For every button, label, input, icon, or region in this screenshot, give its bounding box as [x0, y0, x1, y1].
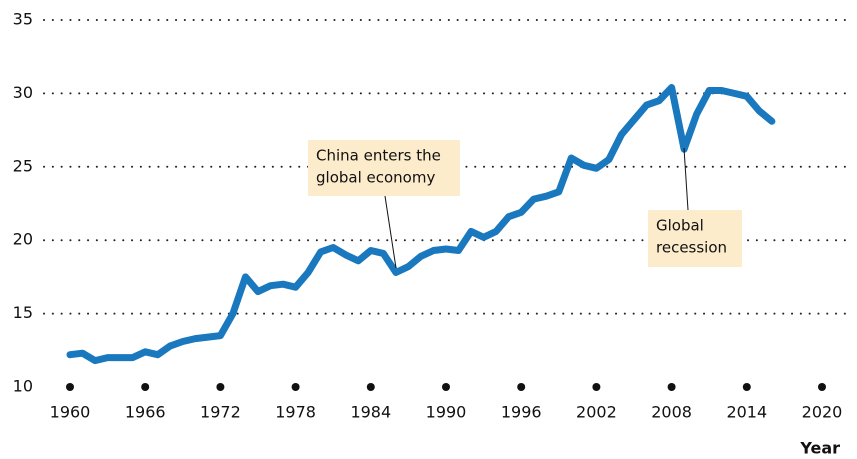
x-tick-label: 1966	[125, 403, 166, 422]
y-tick-label: 10	[13, 377, 33, 396]
x-tick-label: 1972	[200, 403, 241, 422]
x-tick-mark	[592, 383, 601, 391]
x-tick-mark	[818, 383, 826, 391]
x-tick-mark	[66, 383, 74, 391]
x-tick-mark	[742, 383, 751, 391]
y-tick-label: 20	[13, 230, 33, 249]
x-tick-label: 2008	[651, 403, 692, 422]
x-tick-mark	[667, 383, 676, 391]
x-tick-label: 1984	[350, 403, 391, 422]
x-tick-label: 2020	[802, 403, 843, 422]
annotation: China enters the global economy	[308, 140, 460, 269]
annotation-leader	[384, 195, 397, 269]
x-tick-label: 1996	[501, 403, 542, 422]
x-axis-label: Year	[799, 439, 840, 458]
y-tick-label: 15	[13, 303, 33, 322]
annotation-leader	[683, 147, 689, 211]
annotation-box	[648, 210, 742, 267]
x-tick-label: 2014	[726, 403, 767, 422]
x-tick-label: 2002	[576, 403, 617, 422]
x-tick-mark	[517, 383, 526, 391]
annotation: Global recession	[648, 147, 742, 267]
x-tick-mark	[291, 383, 300, 391]
x-tick-mark	[216, 383, 225, 391]
x-tick-label: 1960	[50, 403, 91, 422]
annotation-text: Global	[656, 217, 704, 235]
data-line	[66, 84, 776, 365]
x-tick-mark	[366, 383, 375, 391]
y-tick-label: 25	[13, 156, 33, 175]
x-tick-label: 1978	[275, 403, 316, 422]
annotation-text: recession	[656, 239, 727, 257]
annotation-text: China enters the	[316, 147, 441, 165]
y-tick-label: 30	[13, 83, 33, 102]
y-tick-label: 35	[13, 10, 33, 29]
x-tick-mark	[442, 383, 450, 391]
annotation-text: global economy	[316, 169, 435, 187]
annotation-box	[308, 140, 460, 196]
x-tick-label: 1990	[426, 403, 467, 422]
x-tick-mark	[141, 383, 150, 391]
